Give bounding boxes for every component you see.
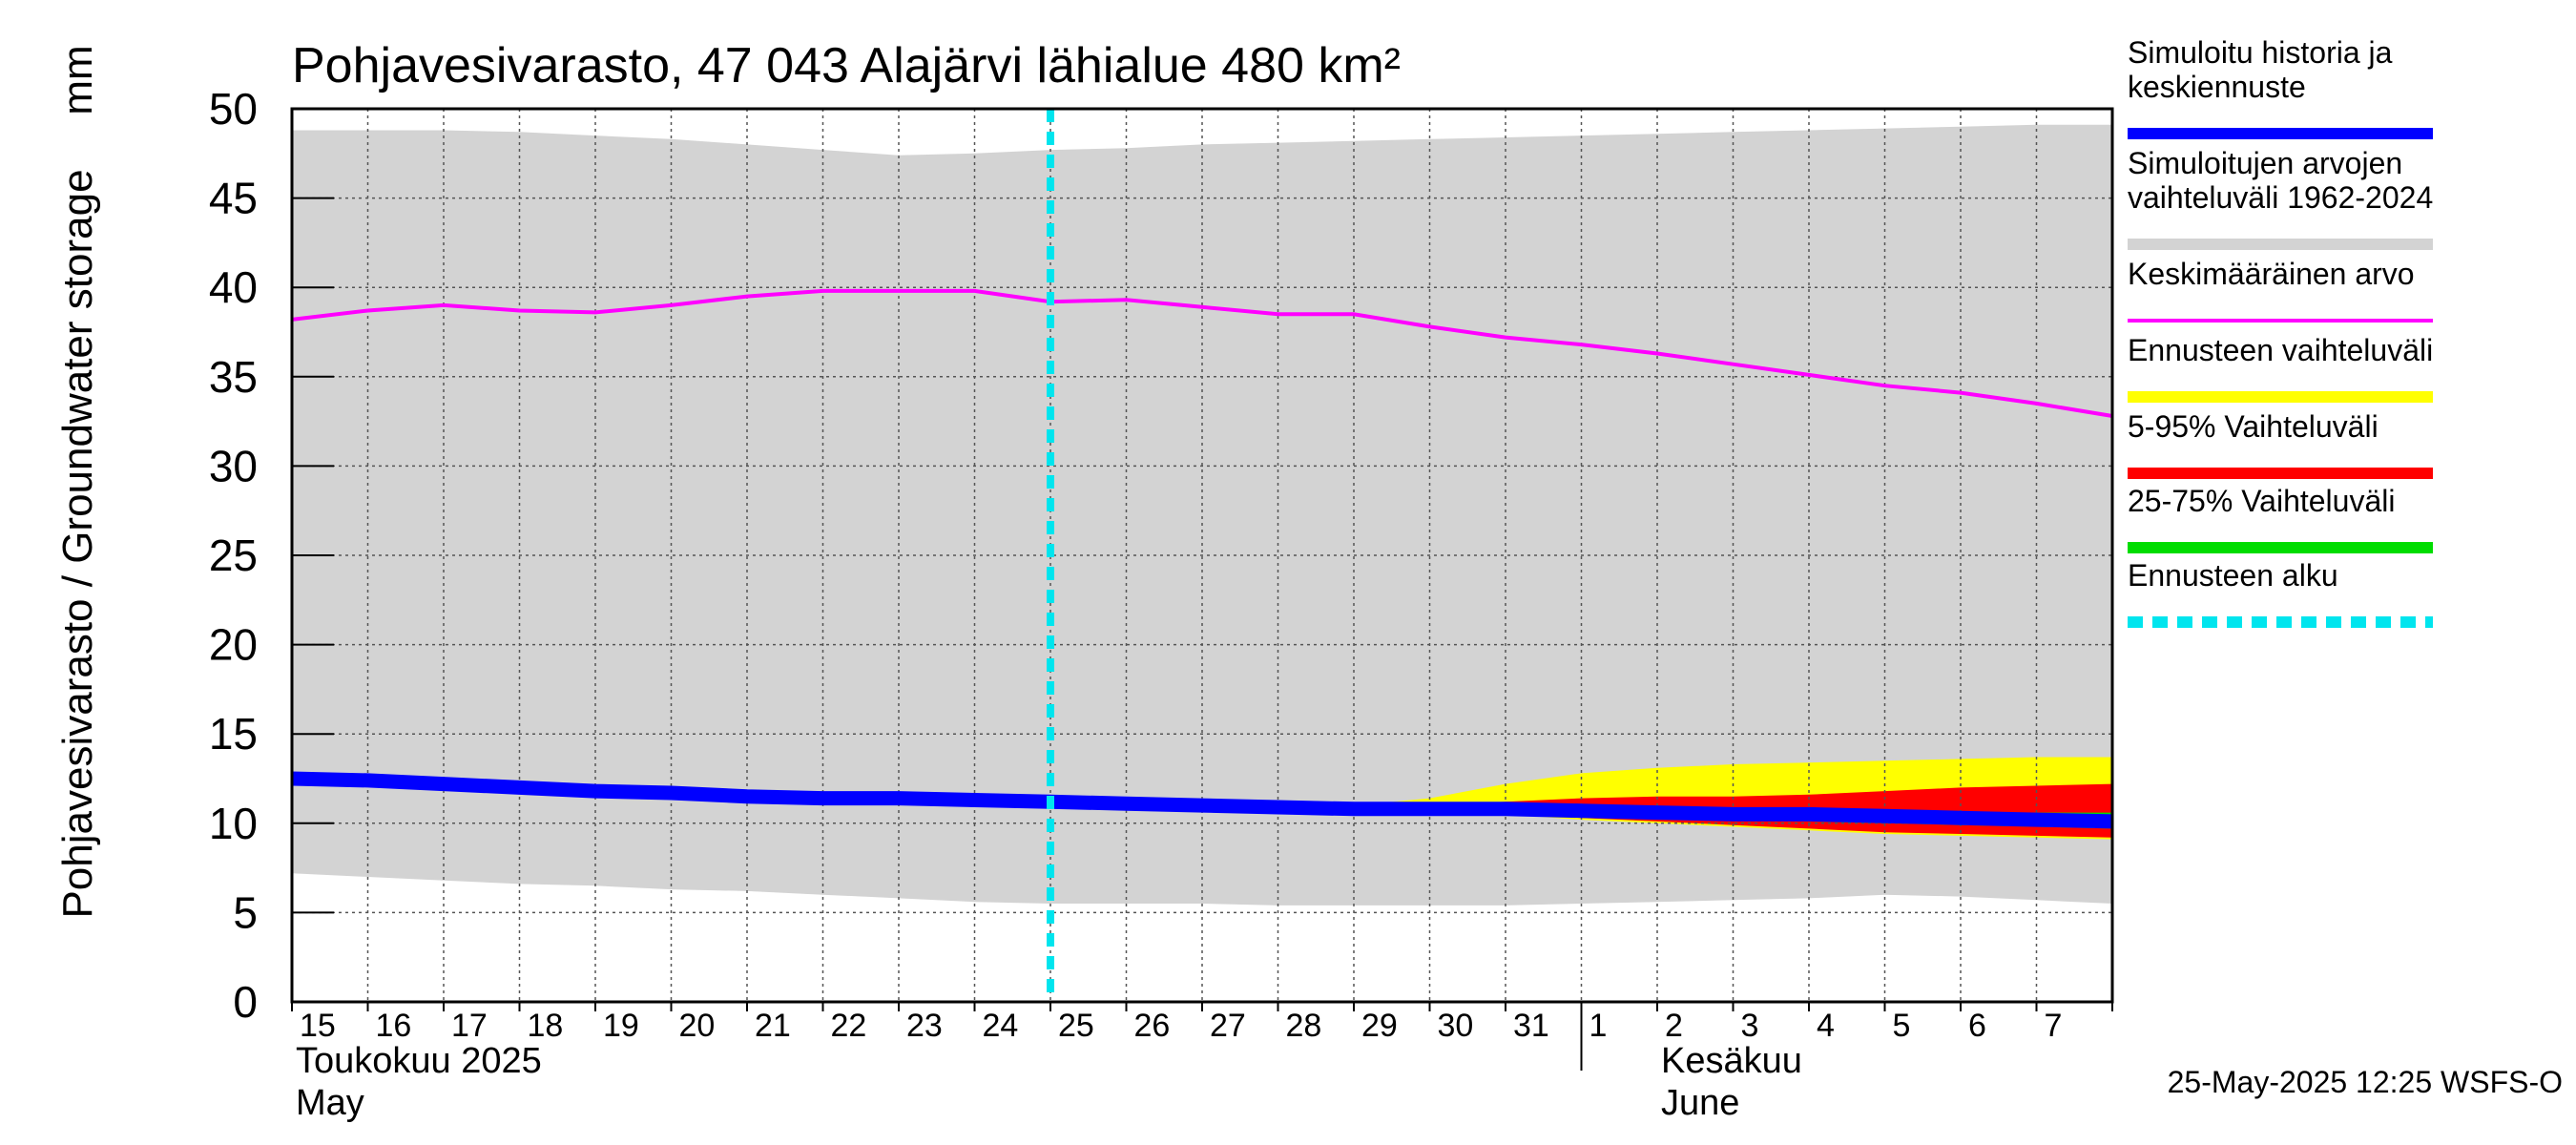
x-tick-label-24: 24	[983, 1008, 1019, 1044]
y-tick-label-30: 30	[209, 441, 258, 490]
x-tick-label-26: 26	[1134, 1008, 1171, 1044]
x-tick-label-27: 27	[1210, 1008, 1246, 1044]
x-tick-label-2: 2	[1665, 1008, 1683, 1044]
legend-label-0: Simuloitu historia ja keskiennuste	[2128, 35, 2393, 104]
x-tick-label-15: 15	[300, 1008, 336, 1044]
x-tick-label-18: 18	[528, 1008, 564, 1044]
x-tick-label-4: 4	[1817, 1008, 1835, 1044]
x-tick-label-22: 22	[831, 1008, 867, 1044]
x-tick-label-29: 29	[1361, 1008, 1398, 1044]
x-axis-ticks: 15 16 17 18 19 20 21 22 23 24 25 26 27 28 29 30 31 1 2 3 4 5 6…	[291, 1002, 2113, 1044]
x-tick-label-30: 30	[1438, 1008, 1474, 1044]
y-tick-label-10: 10	[209, 799, 258, 848]
x-tick-label-20: 20	[679, 1008, 716, 1044]
x-tick-label-7: 7	[2045, 1008, 2063, 1044]
y-axis-ticks: 0 5 10 15 20 25 30 35 40 45 50	[209, 84, 334, 1027]
x-tick-label-6: 6	[1968, 1008, 1986, 1044]
y-tick-label-5: 5	[233, 887, 258, 937]
legend-label-2: Keskimääräinen arvo	[2128, 257, 2415, 291]
plot-lines	[291, 109, 2113, 1002]
month-label-fi: Kesäkuu	[1661, 1041, 1802, 1081]
x-tick-label-31: 31	[1513, 1008, 1549, 1044]
y-tick-label-25: 25	[209, 531, 258, 580]
legend-label-4: 5-95% Vaihteluväli	[2128, 409, 2379, 444]
y-tick-label-20: 20	[209, 620, 258, 670]
y-tick-label-0: 0	[233, 977, 258, 1027]
y-tick-label-40: 40	[209, 262, 258, 312]
mean-line	[291, 288, 2113, 418]
month-label-en: June	[1661, 1083, 1739, 1123]
y-tick-label-50: 50	[209, 84, 258, 134]
y-tick-label-35: 35	[209, 352, 258, 402]
x-tick-label-17: 17	[451, 1008, 488, 1044]
simulated-line	[291, 771, 2113, 829]
y-tick-label-45: 45	[209, 174, 258, 223]
x-tick-label-23: 23	[906, 1008, 943, 1044]
x-tick-label-3: 3	[1741, 1008, 1759, 1044]
month-label-en: May	[296, 1083, 364, 1123]
x-tick-label-25: 25	[1058, 1008, 1094, 1044]
x-tick-label-1: 1	[1589, 1008, 1608, 1044]
legend-label-3: Ennusteen vaihteluväli	[2128, 333, 2433, 367]
y-axis-unit: mm	[54, 45, 101, 114]
x-tick-label-19: 19	[603, 1008, 639, 1044]
timestamp: 25-May-2025 12:25 WSFS-O	[2168, 1065, 2563, 1099]
x-tick-label-28: 28	[1286, 1008, 1322, 1044]
x-tick-label-5: 5	[1893, 1008, 1911, 1044]
legend-label-5: 25-75% Vaihteluväli	[2128, 484, 2395, 518]
x-tick-label-16: 16	[376, 1008, 412, 1044]
legend-label-1: Simuloitujen arvojen vaihteluväli 1962-20…	[2128, 146, 2433, 215]
legend: Simuloitu historia ja keskiennuste Simuloi…	[2128, 35, 2433, 628]
y-tick-label-15: 15	[209, 709, 258, 759]
x-tick-label-21: 21	[755, 1008, 791, 1044]
month-label-fi: Toukokuu 2025	[296, 1041, 542, 1081]
legend-label-6: Ennusteen alku	[2128, 558, 2338, 593]
y-axis-label: Pohjavesivarasto / Groundwater storage	[54, 169, 101, 918]
chart-title: Pohjavesivarasto, 47 043 Alajärvi lähial…	[292, 38, 1401, 94]
